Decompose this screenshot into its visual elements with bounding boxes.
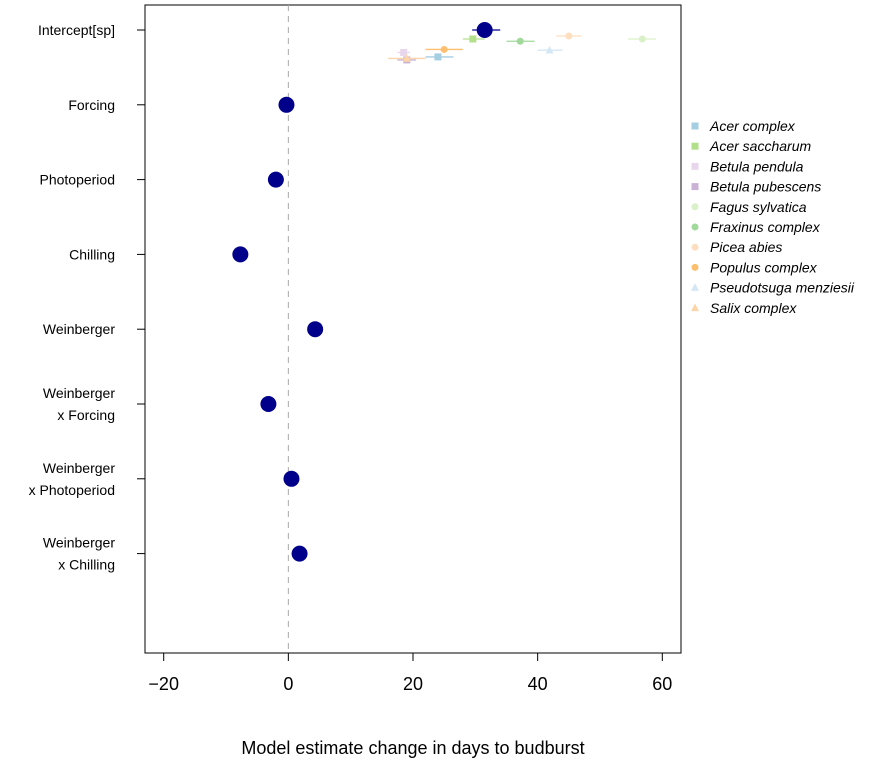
x-axis: −20 0 20 40 60: [148, 652, 672, 694]
y-tick-label: Forcing: [68, 97, 115, 113]
legend-label: Acer complex: [709, 118, 796, 134]
legend-marker: [691, 283, 699, 291]
species-point: [400, 48, 408, 56]
estimate-point: [476, 22, 493, 38]
legend-marker: [691, 203, 699, 211]
species-point: [545, 45, 554, 54]
y-tick-label: x Photoperiod: [29, 482, 115, 498]
y-tick-label: Weinberger: [43, 460, 115, 476]
estimate-point: [291, 545, 308, 562]
x-tick-label: −20: [148, 674, 179, 694]
species-points: [388, 32, 657, 64]
y-tick-label: x Chilling: [58, 557, 115, 573]
legend-marker: [691, 142, 699, 150]
legend-label: Pseudotsuga menziesii: [710, 280, 855, 296]
x-tick-label: 40: [528, 674, 548, 694]
legend-label: Betula pubescens: [710, 179, 821, 195]
legend-label: Betula pendula: [710, 158, 804, 174]
y-tick-label: Intercept[sp]: [38, 22, 115, 38]
estimate-point: [267, 171, 284, 188]
estimate-point: [232, 246, 249, 263]
legend: Acer complex Acer saccharum Betula pendula…: [691, 118, 855, 316]
species-point: [440, 45, 448, 53]
species-point: [469, 35, 477, 43]
legend-marker: [691, 303, 699, 312]
species-point: [402, 54, 411, 62]
estimate-point: [260, 396, 277, 412]
species-point: [434, 53, 442, 61]
y-tick-label: Weinberger: [43, 321, 115, 337]
species-point: [638, 35, 646, 43]
y-tick-label: Weinberger: [43, 535, 115, 551]
estimate-point: [307, 321, 324, 338]
y-tick-label: Chilling: [69, 246, 115, 262]
legend-label: Populus complex: [710, 259, 818, 275]
legend-marker: [691, 243, 699, 251]
y-tick-label: Weinberger: [43, 385, 115, 401]
x-tick-label: 20: [403, 674, 423, 694]
estimate-point: [278, 96, 295, 113]
legend-marker: [691, 263, 699, 271]
plot-frame: [144, 4, 682, 654]
legend-label: Fagus sylvatica: [710, 199, 807, 215]
y-tick-label: x Forcing: [57, 407, 115, 423]
main-points: [232, 22, 501, 562]
y-tick-label: Photoperiod: [39, 172, 115, 188]
legend-label: Salix complex: [710, 300, 797, 316]
x-axis-title: Model estimate change in days to budburs…: [241, 738, 584, 758]
species-point: [516, 37, 524, 45]
species-point: [565, 32, 573, 40]
legend-marker: [691, 223, 699, 231]
legend-label: Picea abies: [710, 239, 782, 255]
y-axis: Intercept[sp] Forcing Photoperiod Chilling W…: [29, 22, 145, 573]
legend-label: Acer saccharum: [709, 138, 811, 154]
legend-marker: [691, 122, 699, 130]
legend-label: Fraxinus complex: [710, 219, 821, 235]
estimate-point: [283, 470, 300, 487]
legend-marker: [691, 183, 699, 191]
x-tick-label: 0: [283, 674, 293, 694]
legend-marker: [691, 162, 699, 170]
x-tick-label: 60: [652, 674, 672, 694]
